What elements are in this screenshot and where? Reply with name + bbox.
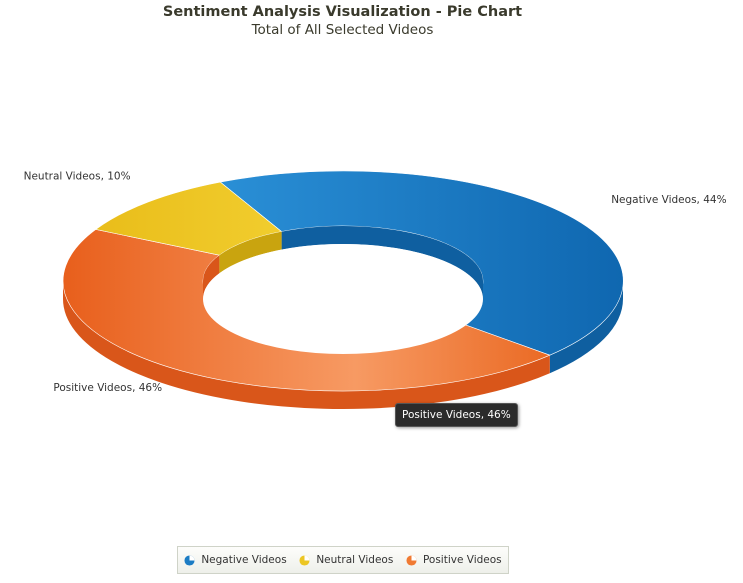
slice-side-positive-videos[interactable] — [62, 281, 550, 410]
legend-label: Positive Videos — [422, 554, 502, 566]
slice-inner-negative-videos[interactable] — [281, 226, 483, 299]
chart-title: Sentiment Analysis Visualization - Pie C… — [162, 4, 523, 20]
doughnut-hole — [203, 244, 483, 354]
slice-label-neutral-videos: Neutral Videos, 10% — [24, 171, 131, 183]
chart-subtitle: Total of All Selected Videos — [251, 22, 434, 38]
slice-label-positive-videos: Positive Videos, 46% — [53, 382, 162, 394]
slice-side-negative-videos[interactable] — [549, 281, 623, 374]
pie-icon — [406, 554, 417, 566]
tooltip: Positive Videos, 46% — [395, 403, 518, 427]
slice-label-negative-videos: Negative Videos, 44% — [611, 194, 726, 206]
legend-item-neutral[interactable]: Neutral Videos — [299, 554, 393, 566]
legend-label: Negative Videos — [201, 554, 287, 566]
legend-item-negative[interactable]: Negative Videos — [184, 554, 287, 566]
pie-icon — [184, 554, 195, 566]
pie-icon — [299, 554, 310, 566]
slice-inner-positive-videos[interactable] — [203, 255, 220, 299]
slice-inner-neutral-videos[interactable] — [219, 231, 282, 274]
legend-item-positive[interactable]: Positive Videos — [406, 554, 502, 566]
legend-label: Neutral Videos — [316, 554, 394, 566]
legend: Negative Videos Neutral Videos Positive … — [177, 546, 509, 574]
